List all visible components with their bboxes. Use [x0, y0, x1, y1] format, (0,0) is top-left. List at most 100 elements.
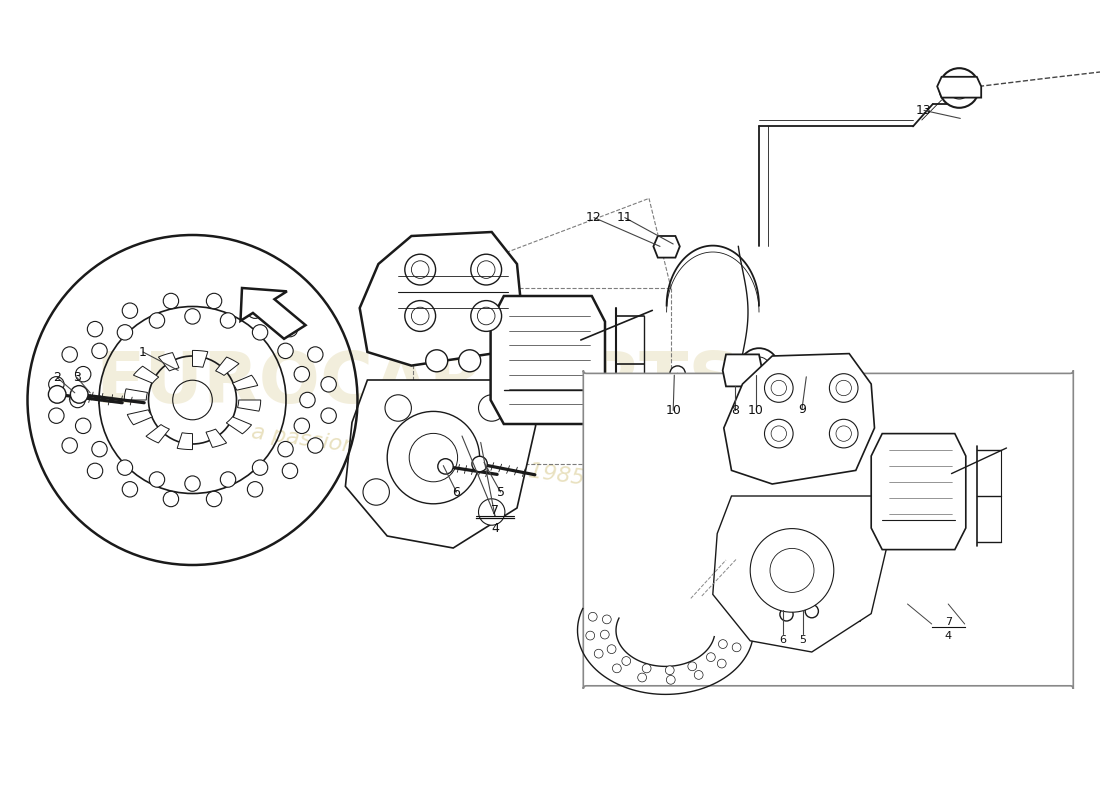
Circle shape	[718, 640, 727, 649]
Circle shape	[478, 499, 505, 525]
Polygon shape	[713, 496, 889, 652]
Circle shape	[829, 419, 858, 448]
Circle shape	[666, 666, 674, 674]
Circle shape	[688, 662, 696, 670]
Circle shape	[48, 386, 66, 403]
Circle shape	[252, 325, 267, 340]
Circle shape	[438, 458, 453, 474]
Polygon shape	[724, 354, 875, 484]
Circle shape	[771, 426, 786, 442]
Polygon shape	[128, 410, 153, 425]
Circle shape	[294, 418, 309, 434]
Circle shape	[76, 366, 91, 382]
Circle shape	[642, 664, 651, 673]
Circle shape	[118, 325, 133, 340]
Circle shape	[790, 363, 807, 381]
Circle shape	[321, 377, 337, 392]
Polygon shape	[360, 232, 521, 366]
Circle shape	[459, 350, 481, 372]
Circle shape	[770, 549, 814, 592]
Text: 5: 5	[496, 486, 505, 498]
Circle shape	[220, 313, 235, 328]
Polygon shape	[158, 353, 179, 371]
Circle shape	[939, 68, 979, 108]
Polygon shape	[192, 350, 208, 367]
Circle shape	[717, 659, 726, 668]
Polygon shape	[206, 429, 227, 447]
Circle shape	[91, 343, 107, 358]
Polygon shape	[345, 380, 536, 548]
Text: 4: 4	[945, 631, 952, 641]
Circle shape	[48, 377, 64, 392]
Circle shape	[283, 463, 298, 478]
Circle shape	[278, 442, 294, 457]
Polygon shape	[238, 400, 261, 411]
Polygon shape	[871, 434, 966, 550]
Text: 13: 13	[916, 104, 932, 117]
Circle shape	[586, 631, 595, 640]
Text: 1: 1	[139, 346, 147, 358]
Circle shape	[764, 374, 793, 402]
Text: 10: 10	[666, 404, 681, 417]
Circle shape	[780, 608, 793, 621]
Circle shape	[62, 346, 77, 362]
Polygon shape	[232, 375, 257, 390]
Circle shape	[69, 392, 86, 408]
Circle shape	[478, 394, 505, 421]
Circle shape	[321, 408, 337, 423]
Circle shape	[248, 482, 263, 497]
Circle shape	[294, 366, 309, 382]
Polygon shape	[124, 389, 147, 400]
Circle shape	[91, 442, 107, 457]
Polygon shape	[937, 77, 981, 98]
Circle shape	[836, 380, 851, 396]
Circle shape	[185, 309, 200, 324]
Polygon shape	[227, 417, 252, 434]
Circle shape	[603, 615, 612, 624]
Circle shape	[472, 456, 487, 472]
Polygon shape	[177, 433, 192, 450]
Circle shape	[62, 438, 77, 454]
Circle shape	[76, 418, 91, 434]
Circle shape	[122, 303, 138, 318]
Circle shape	[163, 491, 178, 506]
Circle shape	[70, 386, 88, 403]
Circle shape	[658, 238, 675, 255]
Circle shape	[308, 438, 323, 454]
Circle shape	[805, 605, 818, 618]
Circle shape	[764, 419, 793, 448]
Circle shape	[739, 348, 779, 388]
Circle shape	[621, 657, 630, 666]
Text: 8: 8	[730, 404, 739, 417]
Polygon shape	[723, 354, 762, 386]
Circle shape	[836, 426, 851, 442]
Text: 7: 7	[945, 618, 952, 627]
Circle shape	[706, 653, 715, 662]
Circle shape	[220, 472, 235, 487]
Circle shape	[694, 670, 703, 679]
Circle shape	[405, 301, 436, 331]
Circle shape	[252, 460, 267, 475]
Circle shape	[283, 322, 298, 337]
Circle shape	[185, 476, 200, 491]
Circle shape	[405, 254, 436, 285]
Polygon shape	[653, 236, 680, 258]
Circle shape	[749, 366, 764, 382]
Circle shape	[278, 343, 294, 358]
Text: 6: 6	[452, 486, 461, 498]
Text: 10: 10	[748, 404, 763, 417]
Polygon shape	[146, 425, 169, 443]
Circle shape	[150, 472, 165, 487]
Circle shape	[607, 645, 616, 654]
Circle shape	[299, 392, 315, 408]
Circle shape	[948, 77, 970, 99]
Circle shape	[385, 394, 411, 421]
Circle shape	[118, 460, 133, 475]
Circle shape	[122, 482, 138, 497]
Circle shape	[207, 294, 222, 309]
Polygon shape	[133, 366, 158, 383]
Polygon shape	[216, 357, 239, 375]
Circle shape	[411, 261, 429, 278]
Text: a passion for parts since 1985: a passion for parts since 1985	[250, 422, 586, 490]
Text: 3: 3	[73, 371, 81, 384]
